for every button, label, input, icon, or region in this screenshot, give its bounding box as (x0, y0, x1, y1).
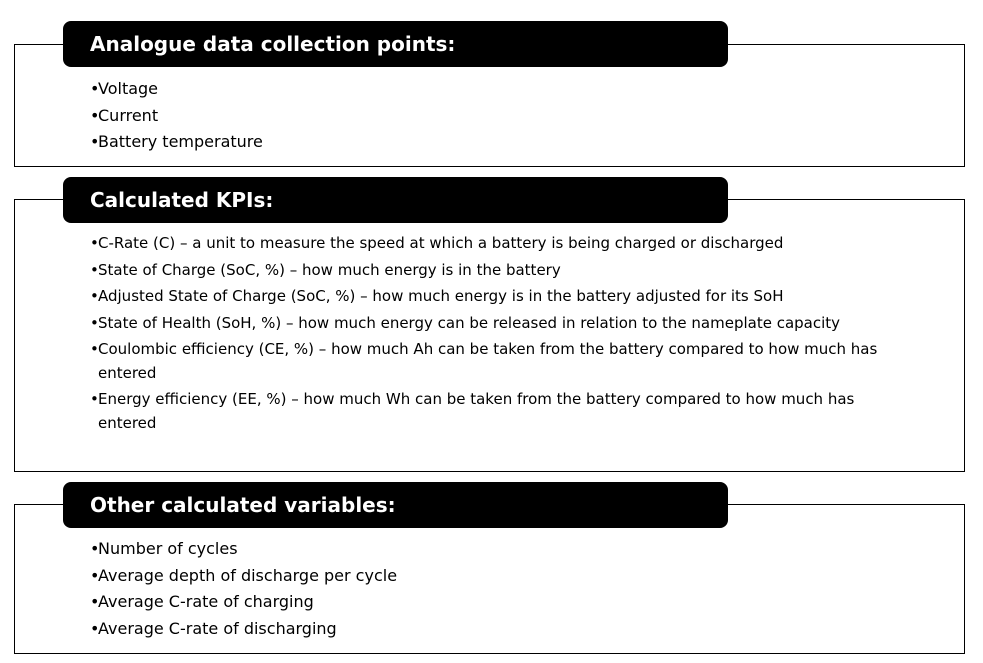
calculated-kpis-list: C-Rate (C) – a unit to measure the speed… (90, 232, 900, 438)
list-item: Voltage (90, 77, 900, 101)
list-item: State of Health (SoH, %) – how much ener… (90, 312, 900, 336)
list-item: Average C-rate of discharging (90, 617, 900, 641)
list-item: Battery temperature (90, 130, 900, 154)
list-item: State of Charge (SoC, %) – how much ener… (90, 259, 900, 283)
list-item: Current (90, 104, 900, 128)
list-item: Adjusted State of Charge (SoC, %) – how … (90, 285, 900, 309)
other-variables-title: Other calculated variables: (63, 482, 728, 528)
calculated-kpis-title: Calculated KPIs: (63, 177, 728, 223)
list-item: Coulombic efficiency (CE, %) – how much … (90, 338, 900, 385)
list-item: C-Rate (C) – a unit to measure the speed… (90, 232, 900, 256)
list-item: Number of cycles (90, 537, 900, 561)
analogue-data-list: Voltage Current Battery temperature (90, 77, 900, 157)
list-item: Average C-rate of charging (90, 590, 900, 614)
list-item: Average depth of discharge per cycle (90, 564, 900, 588)
other-variables-list: Number of cycles Average depth of discha… (90, 537, 900, 643)
list-item: Energy efficiency (EE, %) – how much Wh … (90, 388, 900, 435)
analogue-data-title: Analogue data collection points: (63, 21, 728, 67)
